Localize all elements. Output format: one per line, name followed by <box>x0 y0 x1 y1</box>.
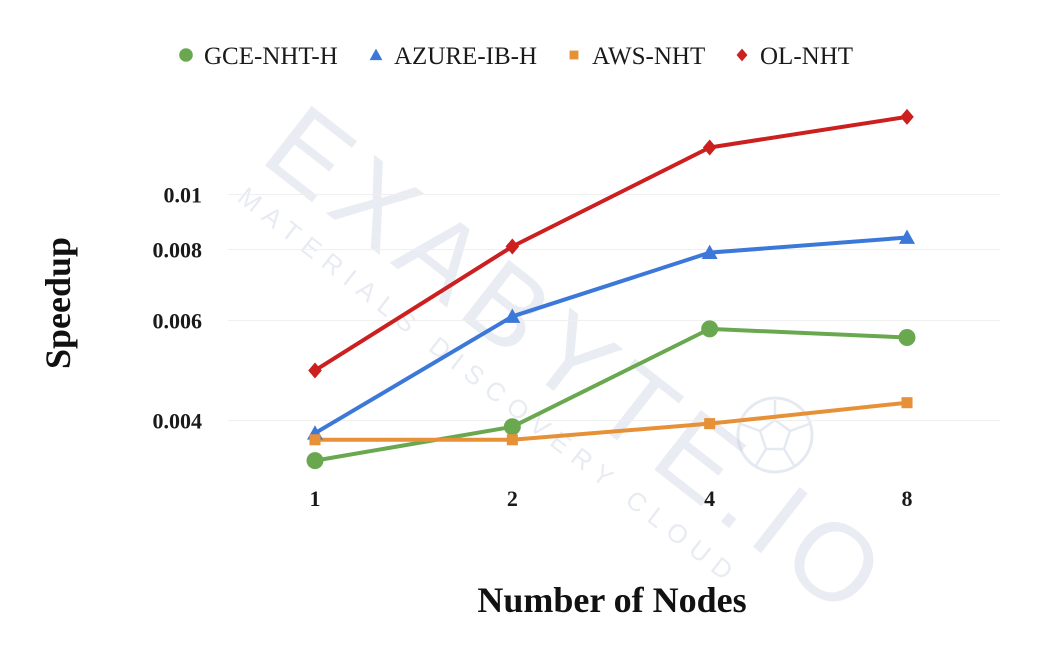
data-point-ol-nht <box>308 362 322 379</box>
data-point-gce-nht-h <box>898 329 916 347</box>
legend-label: AZURE-IB-H <box>394 43 537 70</box>
data-point-gce-nht-h <box>701 320 719 338</box>
data-point-aws-nht <box>506 434 518 446</box>
legend: GCE-NHT-H AZURE-IB-H AWS-NHT OL-NHT <box>179 43 853 70</box>
x-axis-ticks: 1 2 4 8 <box>310 486 913 511</box>
legend-label: OL-NHT <box>760 43 853 70</box>
series-lines <box>313 114 909 463</box>
legend-item-ol-nht: OL-NHT <box>736 43 853 70</box>
series-line-azure-ib-h <box>313 235 909 436</box>
y-axis-title: Speedup <box>38 237 78 369</box>
series-line-gce-nht-h <box>313 326 909 463</box>
x-axis-title: Number of Nodes <box>477 580 746 620</box>
data-point-ol-nht <box>900 108 914 125</box>
legend-marker <box>369 48 383 61</box>
data-point-aws-nht <box>309 434 321 446</box>
x-tick-label: 1 <box>310 486 321 511</box>
legend-item-aws-nht: AWS-NHT <box>569 43 705 70</box>
x-tick-label: 4 <box>704 486 715 511</box>
series-markers <box>306 108 916 470</box>
data-point-ol-nht <box>702 139 717 156</box>
series-line-ol-nht <box>313 114 909 373</box>
legend-label: AWS-NHT <box>592 43 705 70</box>
legend-item-azure-ib-h: AZURE-IB-H <box>369 43 537 70</box>
x-tick-label: 8 <box>902 486 913 511</box>
legend-label: GCE-NHT-H <box>204 43 338 70</box>
data-point-azure-ib-h <box>899 229 915 244</box>
legend-marker <box>736 48 748 62</box>
legend-marker <box>179 48 193 62</box>
y-tick-label: 0.006 <box>153 309 203 334</box>
data-point-gce-nht-h <box>503 418 521 436</box>
watermark-text: EXABYTE.IO <box>243 82 913 643</box>
y-tick-label: 0.004 <box>153 409 203 434</box>
legend-item-gce-nht-h: GCE-NHT-H <box>179 43 338 70</box>
data-point-ol-nht <box>505 238 520 255</box>
legend-marker <box>569 50 579 60</box>
series-line-aws-nht <box>313 400 909 442</box>
data-point-gce-nht-h <box>306 452 324 470</box>
data-point-azure-ib-h <box>701 244 718 260</box>
data-point-aws-nht <box>704 418 716 430</box>
y-axis-ticks: 0.004 0.006 0.008 0.01 <box>153 183 203 434</box>
x-tick-label: 2 <box>507 486 518 511</box>
data-point-azure-ib-h <box>504 308 521 323</box>
y-tick-label: 0.01 <box>164 183 203 208</box>
y-tick-label: 0.008 <box>153 238 203 263</box>
data-point-aws-nht <box>901 397 913 409</box>
